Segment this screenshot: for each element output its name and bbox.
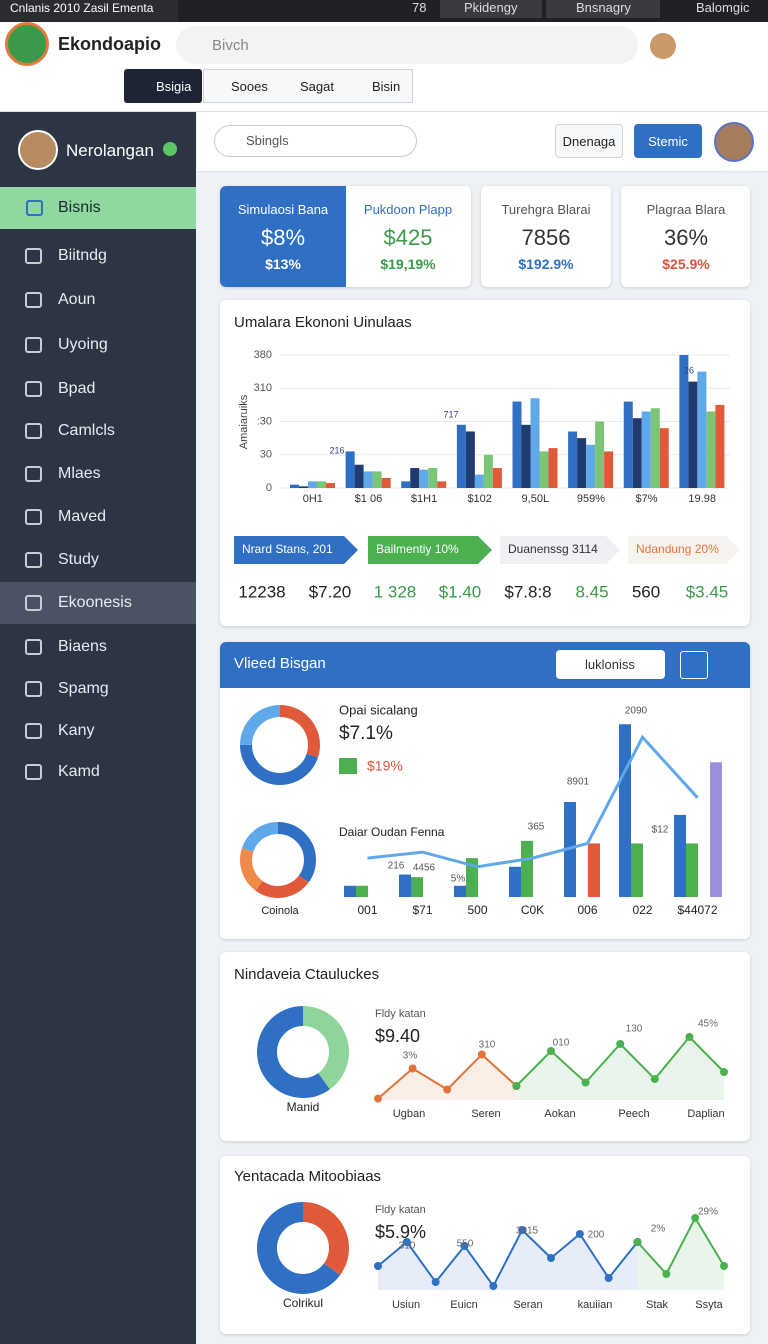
panel-title: Nindaveia Ctauluckes — [234, 966, 380, 983]
icon — [25, 248, 42, 264]
button[interactable]: Stemic — [634, 124, 702, 158]
icon — [25, 337, 42, 353]
icon — [25, 381, 42, 397]
button[interactable]: Dnenaga — [555, 124, 623, 158]
panel-title: Umalara Ekononi Uinulaas — [234, 314, 412, 331]
avatar[interactable] — [650, 33, 676, 59]
icon — [25, 639, 42, 655]
toolbar-button[interactable]: Bisin — [372, 79, 401, 94]
icon — [25, 423, 42, 439]
sidebar-item[interactable]: Biaens — [58, 638, 107, 655]
search-box[interactable] — [176, 26, 638, 64]
toolbar-button[interactable]: Bsigia — [156, 79, 192, 94]
panel-title: Vlieed Bisgan — [234, 655, 326, 672]
kpi-card — [481, 186, 611, 287]
tab[interactable]: Bnsnagry — [576, 0, 631, 15]
tab-bg — [546, 0, 660, 18]
toolbar-active[interactable] — [124, 69, 202, 103]
kpi-highlight — [220, 186, 346, 287]
dropdown-text: lukloniss — [585, 657, 635, 672]
icon — [25, 764, 42, 780]
app-name: Ekondoapio — [58, 34, 161, 54]
icon — [25, 466, 42, 482]
user-name: Nerolangan — [66, 141, 154, 160]
kpi-sub: $25.9% — [662, 256, 710, 272]
tab[interactable]: 78 — [412, 0, 427, 15]
icon — [26, 200, 43, 216]
icon — [25, 595, 42, 611]
sidebar-item[interactable]: Kamd — [58, 763, 100, 780]
sidebar — [0, 112, 196, 1344]
app-logo[interactable] — [5, 22, 49, 66]
search-text: Bivch — [212, 37, 249, 54]
kpi-label: Plagraa Blara — [646, 202, 726, 217]
kpi-label: Simulaosi Bana — [237, 202, 329, 217]
kpi-label: Pukdoon Plapp — [363, 202, 453, 217]
status-dot — [163, 142, 177, 156]
sidebar-item[interactable]: Study — [58, 551, 99, 568]
kpi-card — [621, 186, 750, 287]
kpi-value: $8% — [260, 225, 306, 250]
sidebar-item[interactable]: Mlaes — [58, 465, 101, 482]
sidebar-item[interactable]: Spamg — [58, 680, 109, 697]
sidebar-item[interactable]: Bpad — [58, 380, 96, 397]
icon — [25, 723, 42, 739]
kpi-value: $425 — [383, 225, 433, 250]
kpi-value: 36% — [663, 225, 709, 250]
toolbar-button[interactable]: Sagat — [300, 79, 334, 94]
toolbar-button[interactable]: Sooes — [231, 79, 268, 94]
kpi-sub: $13% — [265, 256, 301, 272]
icon — [25, 292, 42, 308]
icon — [25, 552, 42, 568]
kpi-sub: $19,19% — [380, 256, 436, 272]
icon-button[interactable] — [680, 651, 708, 679]
icon — [25, 681, 42, 697]
avatar[interactable] — [714, 122, 754, 162]
panel-title: Yentacada Mitoobiaas — [234, 1168, 382, 1185]
kpi-value: 7856 — [521, 225, 571, 250]
sidebar-item[interactable]: Bisnis — [0, 187, 196, 229]
tab[interactable]: Balomgic — [696, 0, 750, 15]
sidebar-item[interactable]: Camlcls — [58, 422, 115, 439]
tab-bg — [440, 0, 542, 18]
kpi-label: Turehgra Blarai — [501, 202, 591, 217]
sidebar-item[interactable]: Uyoing — [58, 336, 108, 353]
user-avatar — [18, 130, 58, 170]
sidebar-item[interactable]: Maved — [58, 508, 107, 525]
toolbar-group — [203, 69, 413, 103]
filter-search[interactable] — [214, 125, 417, 157]
sidebar-item[interactable]: Ekoonesis — [0, 582, 196, 624]
icon — [25, 509, 42, 525]
active-tab[interactable] — [0, 0, 178, 22]
sidebar-item[interactable]: Biitndg — [58, 247, 107, 264]
filter-text: Sbingls — [246, 133, 289, 148]
sidebar-item[interactable]: Aoun — [58, 291, 96, 308]
kpi-sub: $192.9% — [518, 256, 574, 272]
dropdown[interactable] — [556, 650, 665, 679]
chart-panel — [220, 300, 750, 626]
tab-title: Cnlanis 2010 Zasil Ementa — [10, 1, 154, 15]
tab[interactable]: Pkidengy — [464, 0, 518, 15]
sidebar-item[interactable]: Kany — [58, 722, 95, 739]
